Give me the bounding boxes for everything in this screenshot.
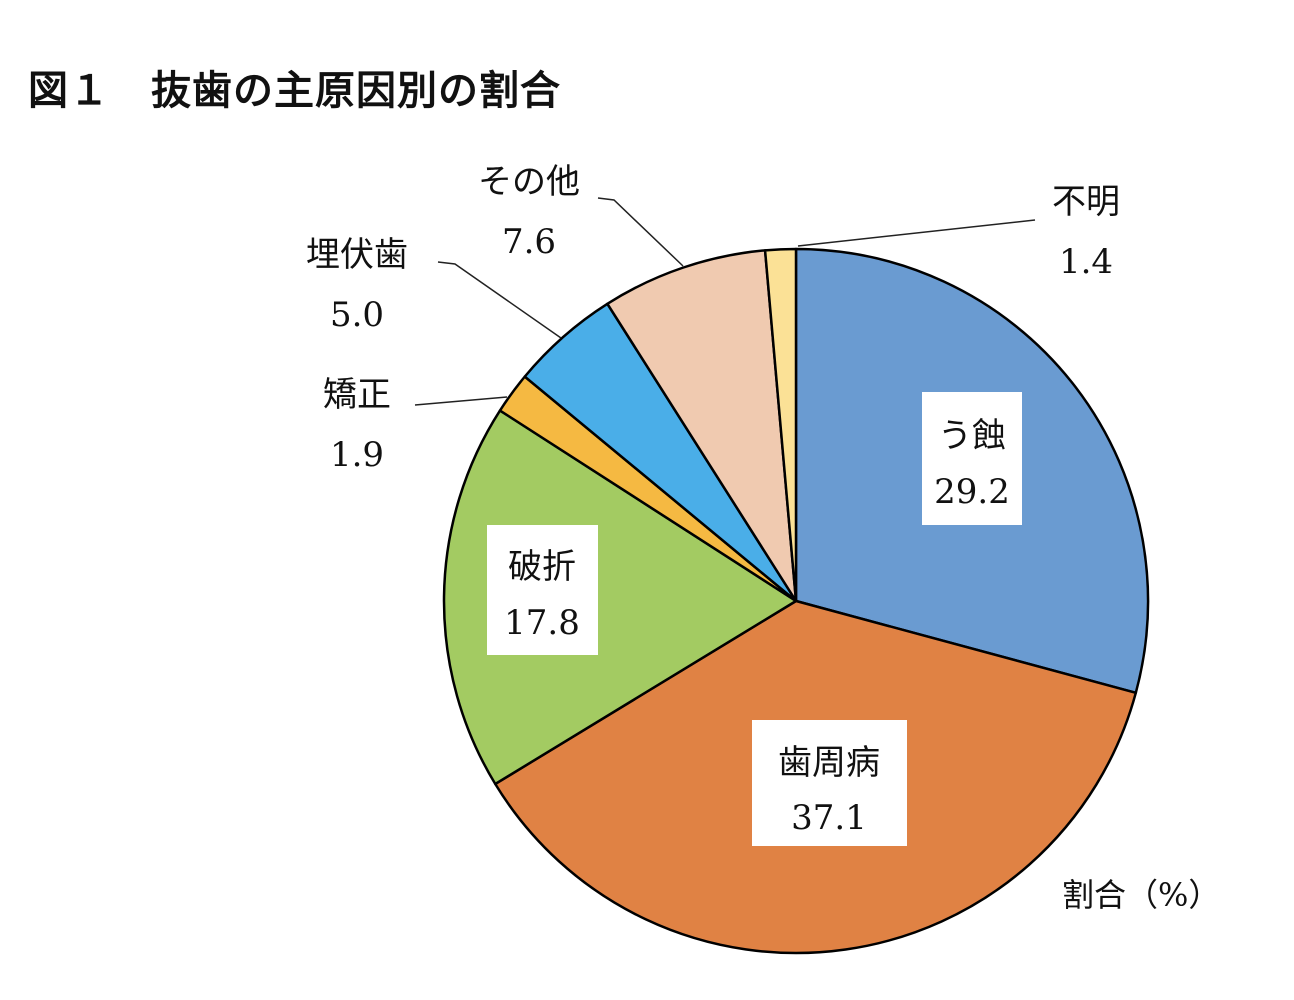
- slice-label-ushoku: う蝕: [938, 416, 1006, 456]
- slice-label-kyosei: 矯正: [323, 375, 391, 415]
- slice-label-maifukushi: 埋伏歯: [306, 235, 408, 275]
- slice-label-sonota: その他: [478, 162, 580, 202]
- leader-line-fumei: [797, 219, 1036, 247]
- slice-value-fumei: 1.4: [1059, 242, 1113, 282]
- slice-value-shishubyo: 37.1: [791, 798, 867, 838]
- slice-value-hasetsu: 17.8: [504, 603, 580, 643]
- chart-title: 図１ 抜歯の主原因別の割合: [28, 67, 561, 114]
- slice-label-fumei: 不明: [1052, 182, 1120, 222]
- label-box-shishubyo: [752, 720, 907, 846]
- label-box-hasetsu: [487, 525, 598, 655]
- leader-line-maifukushi: [437, 261, 562, 339]
- slice-label-shishubyo: 歯周病: [778, 743, 880, 783]
- leader-line-kyosei: [414, 396, 508, 406]
- leader-line-sonota: [597, 197, 684, 267]
- pie-slice-5: [606, 249, 798, 603]
- slice-value-kyosei: 1.9: [330, 435, 384, 475]
- pie-slice-6: [763, 247, 798, 603]
- label-box-ushoku: [922, 392, 1022, 525]
- slice-value-ushoku: 29.2: [934, 472, 1010, 512]
- slice-value-maifukushi: 5.0: [330, 295, 384, 335]
- slice-label-hasetsu: 破折: [508, 547, 576, 587]
- pie-slice-2: [442, 409, 798, 786]
- slice-value-sonota: 7.6: [502, 222, 556, 262]
- unit-label: 割合（%）: [1062, 876, 1221, 914]
